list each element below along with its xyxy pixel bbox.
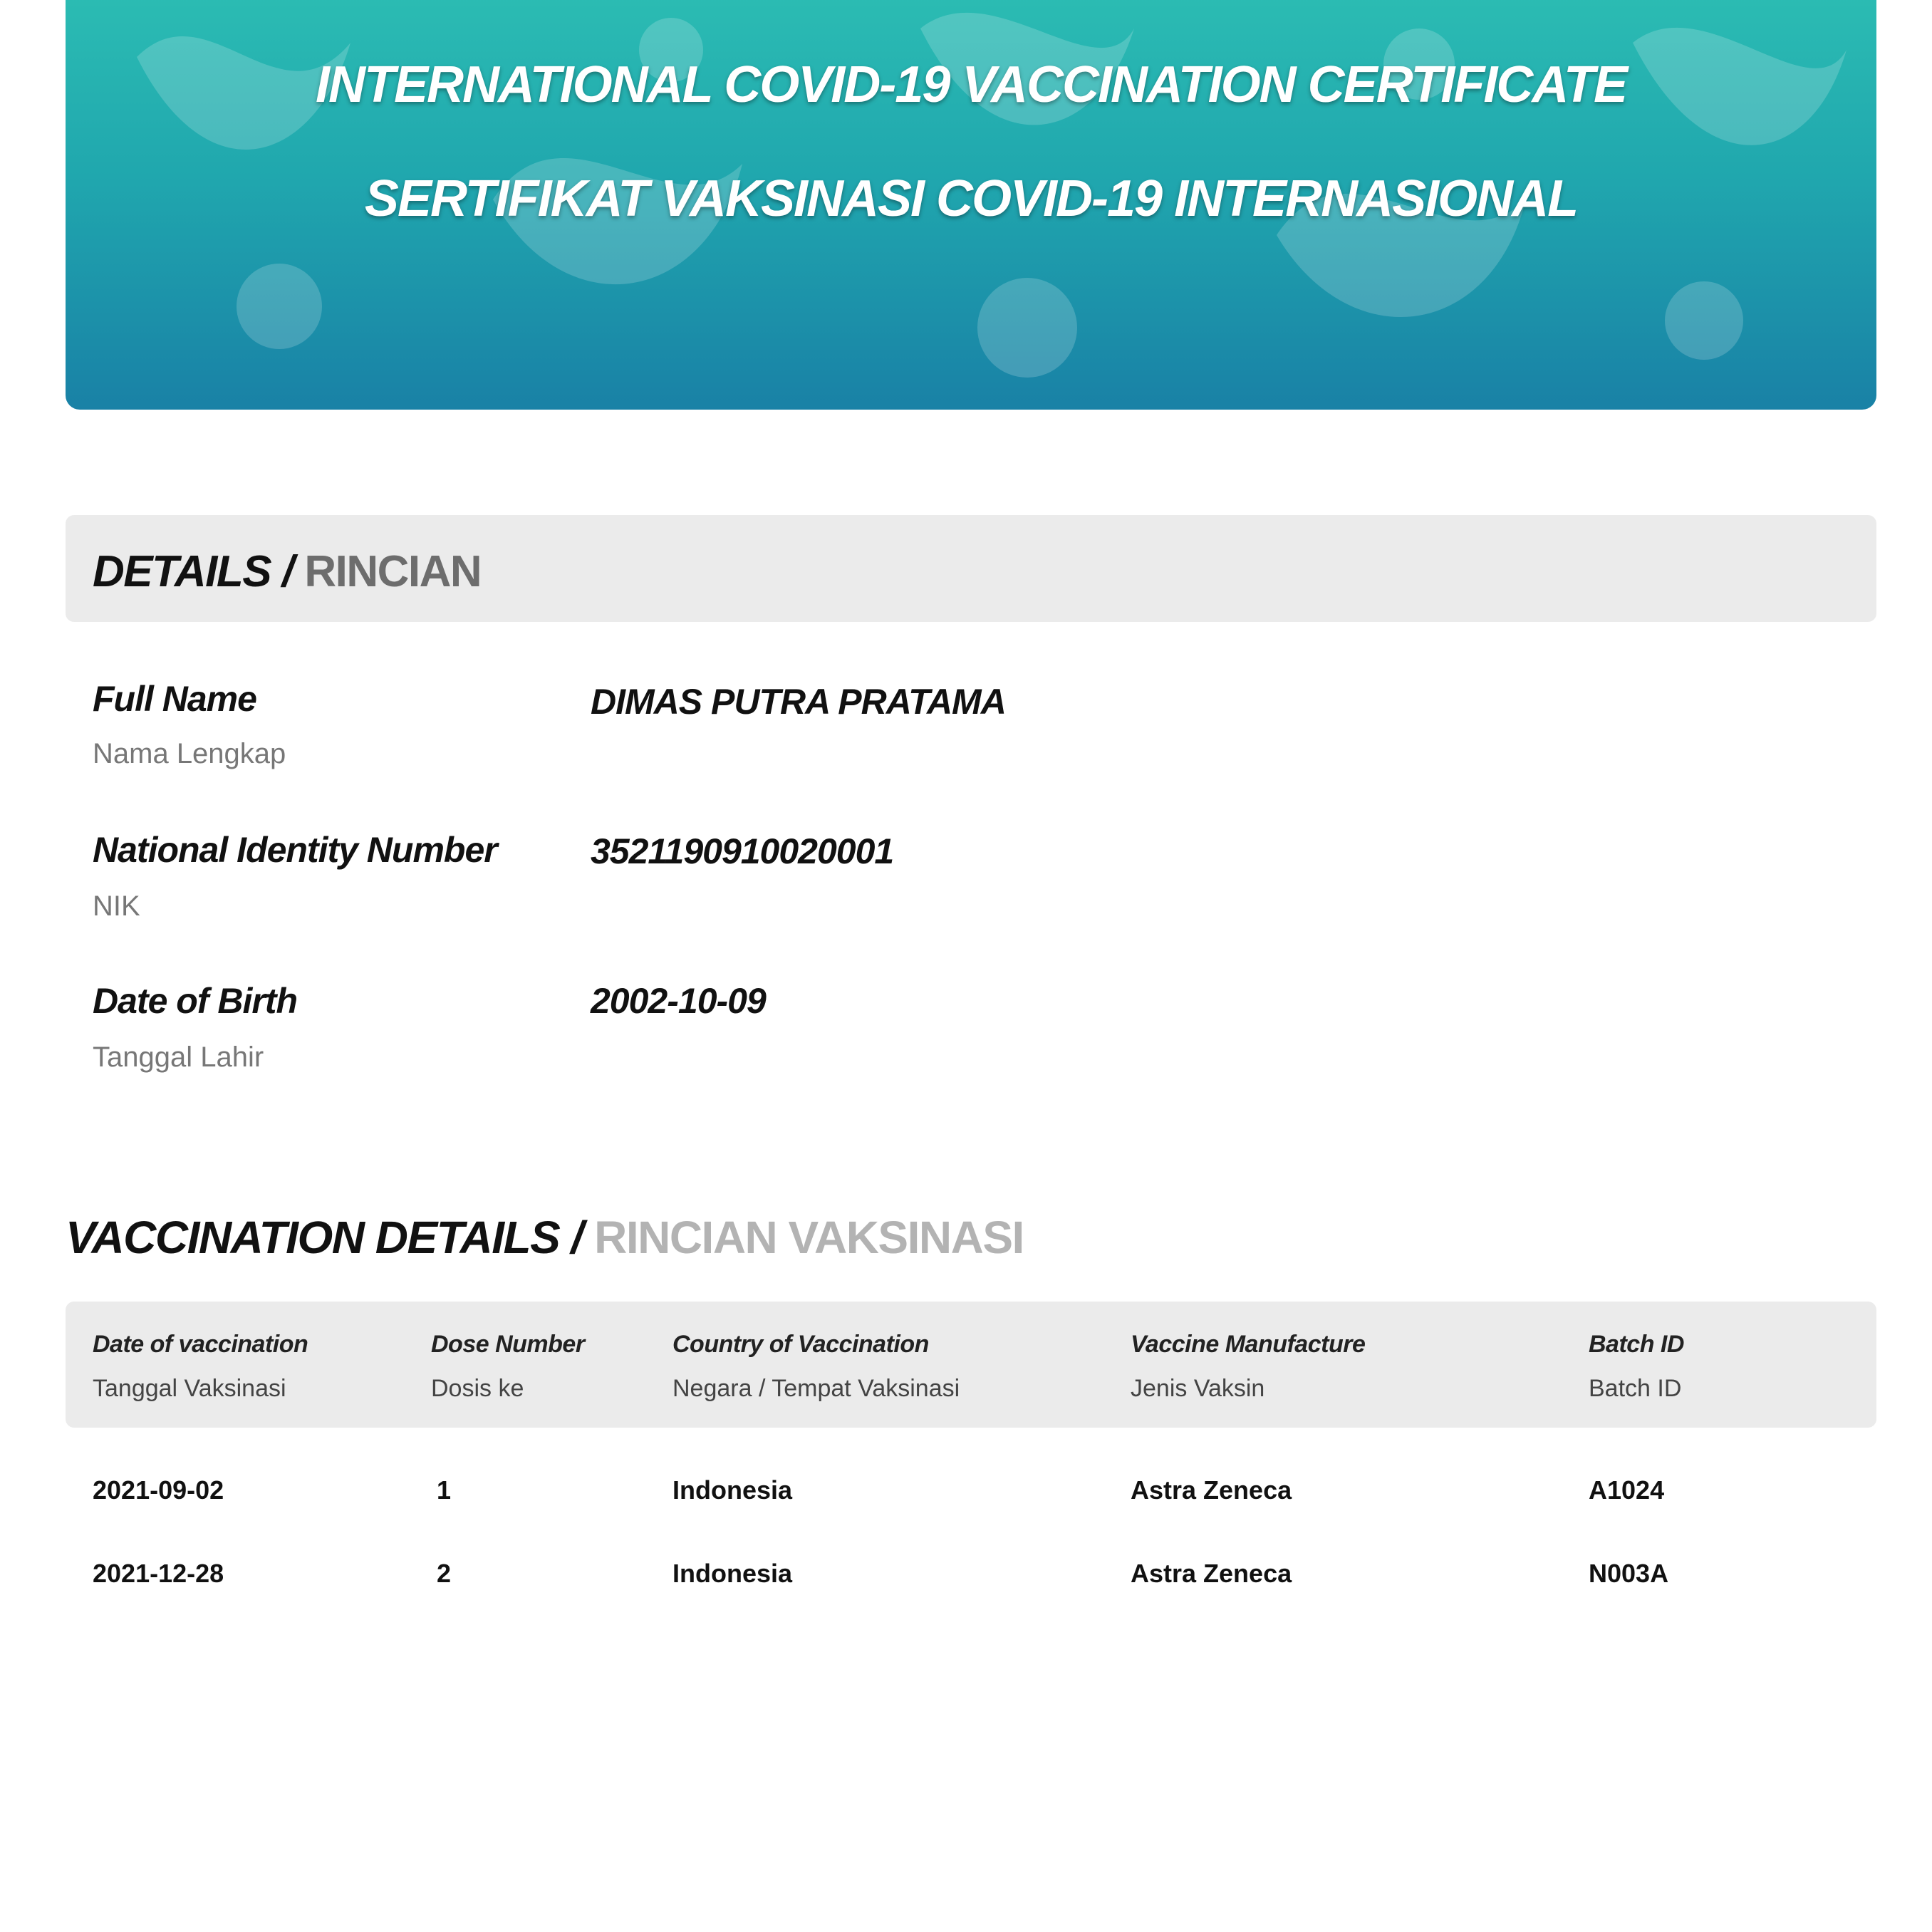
details-heading: DETAILS / RINCIAN	[93, 546, 482, 597]
column-header: Date of vaccination	[93, 1331, 308, 1358]
field-value: 2002-10-09	[591, 981, 767, 1021]
table-cell: 2	[437, 1559, 452, 1588]
field-sublabel: Nama Lengkap	[93, 738, 286, 769]
field-sublabel: NIK	[93, 890, 140, 922]
details-header-bar: DETAILS / RINCIAN	[66, 515, 1876, 622]
details-heading-id: RINCIAN	[304, 547, 482, 596]
batik-pattern	[137, 12, 1847, 378]
field-label: Full Name	[93, 679, 257, 719]
column-subheader: Jenis Vaksin	[1131, 1375, 1265, 1402]
column-subheader: Batch ID	[1589, 1375, 1682, 1402]
table-cell: A1024	[1589, 1475, 1665, 1505]
table-cell: 1	[437, 1475, 452, 1505]
column-header: Batch ID	[1589, 1331, 1684, 1358]
table-cell: Indonesia	[672, 1559, 793, 1588]
table-cell: 2021-12-28	[93, 1559, 224, 1588]
details-heading-en: DETAILS /	[93, 547, 294, 596]
column-header: Vaccine Manufacture	[1131, 1331, 1366, 1358]
certificate-banner: INTERNATIONAL COVID-19 VACCINATION CERTI…	[66, 0, 1876, 410]
field-label: National Identity Number	[93, 830, 498, 870]
column-header: Dose Number	[431, 1331, 585, 1358]
column-subheader: Dosis ke	[431, 1375, 524, 1402]
table-cell: 2021-09-02	[93, 1475, 224, 1505]
column-header: Country of Vaccination	[672, 1331, 929, 1358]
field-value: DIMAS PUTRA PRATAMA	[591, 682, 1007, 722]
title-indonesian: SERTIFIKAT VAKSINASI COVID-19 INTERNASIO…	[364, 170, 1579, 227]
title-english: INTERNATIONAL COVID-19 VACCINATION CERTI…	[315, 56, 1628, 113]
table-cell: Astra Zeneca	[1131, 1559, 1292, 1588]
field-sublabel: Tanggal Lahir	[93, 1042, 264, 1073]
table-cell: N003A	[1589, 1559, 1669, 1588]
column-subheader: Tanggal Vaksinasi	[93, 1375, 286, 1402]
field-value: 3521190910020001	[591, 831, 894, 871]
table-cell: Indonesia	[672, 1475, 793, 1505]
vaccination-heading-en: VACCINATION DETAILS /	[66, 1212, 583, 1263]
vaccination-table-header	[66, 1302, 1876, 1428]
field-label: Date of Birth	[93, 981, 298, 1021]
table-cell: Astra Zeneca	[1131, 1475, 1292, 1505]
column-subheader: Negara / Tempat Vaksinasi	[672, 1375, 960, 1402]
vaccination-heading-id: RINCIAN VAKSINASI	[594, 1212, 1024, 1263]
vaccination-heading: VACCINATION DETAILS / RINCIAN VAKSINASI	[66, 1211, 1024, 1264]
